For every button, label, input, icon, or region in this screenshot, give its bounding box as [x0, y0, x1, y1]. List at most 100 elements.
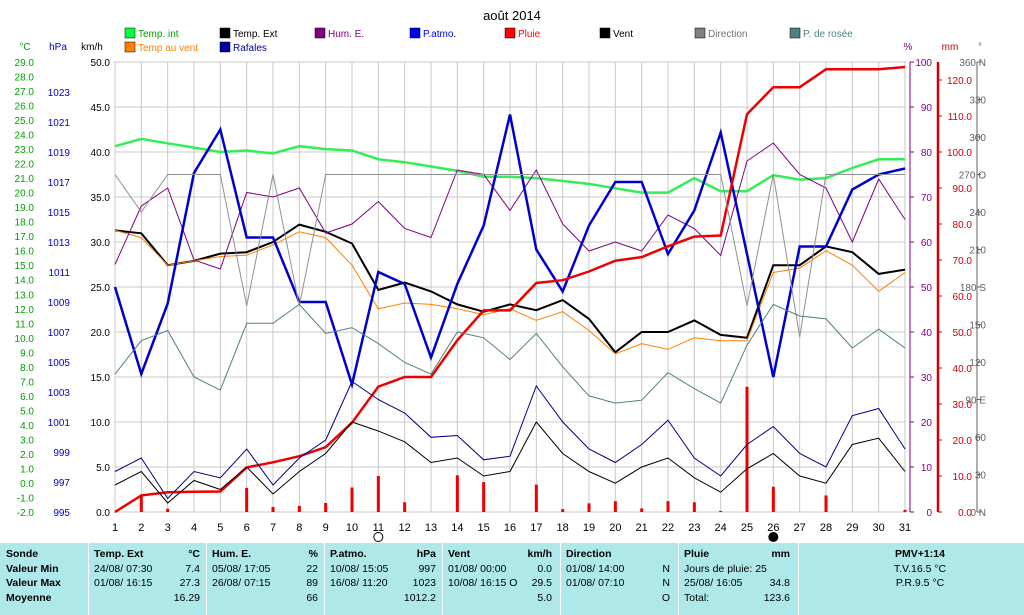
stats-col-pmv: PMV+1:14 T.V.16.5 °C P.R.9.5 °C	[860, 547, 980, 591]
left-axis-tick: 1001	[48, 418, 71, 429]
stats-row: 01/08/ 14:00 N	[566, 562, 670, 575]
chart-title: août 2014	[483, 8, 541, 23]
left-axis-tick: 10.0	[91, 418, 111, 429]
x-tick-label: 9	[323, 522, 329, 534]
left-axis-tick: 25.0	[91, 283, 111, 294]
stats-col-hum: Hum. E.% 05/08/ 17:05 22 26/08/ 07:15 89 66	[212, 547, 318, 605]
legend-swatch	[789, 27, 801, 39]
legend-swatch	[694, 27, 706, 39]
stats-title-pmv: PMV+1:14	[895, 548, 945, 560]
legend-label: Temp au vent	[138, 43, 198, 54]
legend-label: Vent	[613, 29, 633, 40]
rain-bar	[613, 501, 617, 512]
legend-swatch	[219, 27, 231, 39]
right-axis-tick: 50	[921, 283, 933, 294]
left-axis-tick: -1.0	[17, 493, 35, 504]
rain-bar	[745, 386, 749, 512]
stats-row: 10/08/ 16:15 O 29.5	[448, 577, 552, 589]
left-axis-tick: 1017	[48, 178, 71, 189]
rain-bar	[561, 509, 565, 512]
rain-bar	[297, 505, 301, 512]
left-axis-tick: 3.0	[20, 435, 34, 446]
left-axis-tick: 1003	[48, 388, 71, 399]
left-axis-tick: 25.0	[15, 116, 35, 127]
left-axis-unit: hPa	[49, 42, 67, 53]
stats-pmv-tv: T.V.16.5 °C	[893, 562, 947, 575]
left-axis-tick: 995	[53, 508, 70, 519]
x-tick-label: 15	[478, 522, 490, 534]
x-tick-label: 12	[399, 522, 411, 534]
stats-row: 5.0	[537, 591, 552, 604]
left-axis-unit: km/h	[81, 42, 103, 53]
left-axis-tick: 6.0	[20, 392, 34, 403]
rain-bar	[455, 475, 459, 512]
legend-swatch	[409, 27, 421, 39]
right-axis-tick: 70	[921, 193, 933, 204]
x-tick-label: 23	[688, 522, 700, 534]
right-axis-unit: %	[904, 42, 913, 53]
left-axis-tick: 12.0	[15, 305, 35, 316]
stats-row: Total: 123.6	[684, 591, 790, 604]
stats-title-sonde: Sonde	[6, 548, 39, 560]
right-axis-tick: 0	[926, 508, 932, 519]
left-axis-tick: 1015	[48, 208, 71, 219]
stats-label-min: Valeur Min	[6, 562, 59, 575]
left-axis-tick: 30.0	[91, 238, 111, 249]
left-axis-tick: 5.0	[20, 406, 34, 417]
right-axis-tick: 300	[969, 133, 986, 144]
right-axis-tick: 10	[921, 463, 933, 474]
rain-bar	[403, 502, 407, 512]
stats-row: 10/08/ 15:05 997	[330, 562, 436, 575]
right-axis-tick: 90	[921, 103, 933, 114]
x-tick-label: 18	[557, 522, 569, 534]
stats-row: 05/08/ 17:05 22	[212, 562, 318, 575]
x-tick-label: 3	[165, 522, 171, 534]
right-axis-tick: 20	[921, 418, 933, 429]
right-axis-unit: °	[978, 42, 982, 53]
left-axis-tick: 1013	[48, 238, 71, 249]
stats-row: O	[661, 591, 670, 604]
x-tick-label: 14	[451, 522, 463, 534]
x-tick-label: 22	[662, 522, 674, 534]
right-axis-tick: 60.0	[953, 292, 973, 303]
series-line-p-atmo-	[113, 114, 906, 390]
rain-bar	[245, 487, 249, 512]
right-axis-tick: 50.0	[953, 328, 973, 339]
right-axis-tick: 90 E	[965, 396, 986, 407]
rain-bar	[666, 501, 670, 512]
left-axis-tick: 23.0	[15, 145, 35, 156]
legend-label: Hum. E.	[328, 29, 364, 40]
x-tick-label: 16	[504, 522, 516, 534]
left-axis-tick: 1009	[48, 298, 71, 309]
x-tick-label: 28	[820, 522, 832, 534]
left-axis-tick: 1.0	[20, 464, 34, 475]
left-axis-tick: 22.0	[15, 160, 35, 171]
weather-chart: août 2014 1 2 3 4 5 6 7 8 9 10 11 12 13 14 15 16 17 18 19 2…	[14, 8, 987, 542]
x-tick-label: 26	[767, 522, 779, 534]
stats-row: 01/08/ 00:00 0.0	[448, 562, 552, 575]
right-axis-tick: 10.0	[953, 472, 973, 483]
right-axis-tick: 120	[969, 358, 986, 369]
stats-row: 16/08/ 11:20 1023	[330, 577, 436, 589]
rain-bar	[271, 506, 275, 512]
stats-row: 1012.2	[403, 591, 436, 604]
left-axis-tick: 10.0	[15, 334, 35, 345]
x-tick-label: 2	[138, 522, 144, 534]
legend-label: Temp. Ext	[233, 29, 278, 40]
x-tick-label: 13	[425, 522, 437, 534]
left-axis-tick: 15.0	[15, 261, 35, 272]
rain-bars	[139, 386, 907, 512]
left-axis-tick: 0.0	[20, 479, 34, 490]
legend-swatch	[124, 41, 136, 53]
right-axis-tick: 40	[921, 328, 933, 339]
axes: 1 2 3 4 5 6 7 8 9 10 11 12 13 14 15 16 17 18 19 20 21 22 23 24 2…	[15, 42, 987, 534]
left-axis-tick: 1023	[48, 88, 71, 99]
rain-bar	[482, 482, 486, 512]
left-axis-tick: 26.0	[15, 102, 35, 113]
left-axis-tick: 29.0	[15, 58, 35, 69]
legend-label: Pluie	[518, 29, 541, 40]
x-tick-label: 5	[217, 522, 223, 534]
left-axis-tick: 7.0	[20, 377, 34, 388]
right-axis-tick: 150	[969, 321, 986, 332]
left-axis-tick: 1011	[48, 268, 70, 279]
